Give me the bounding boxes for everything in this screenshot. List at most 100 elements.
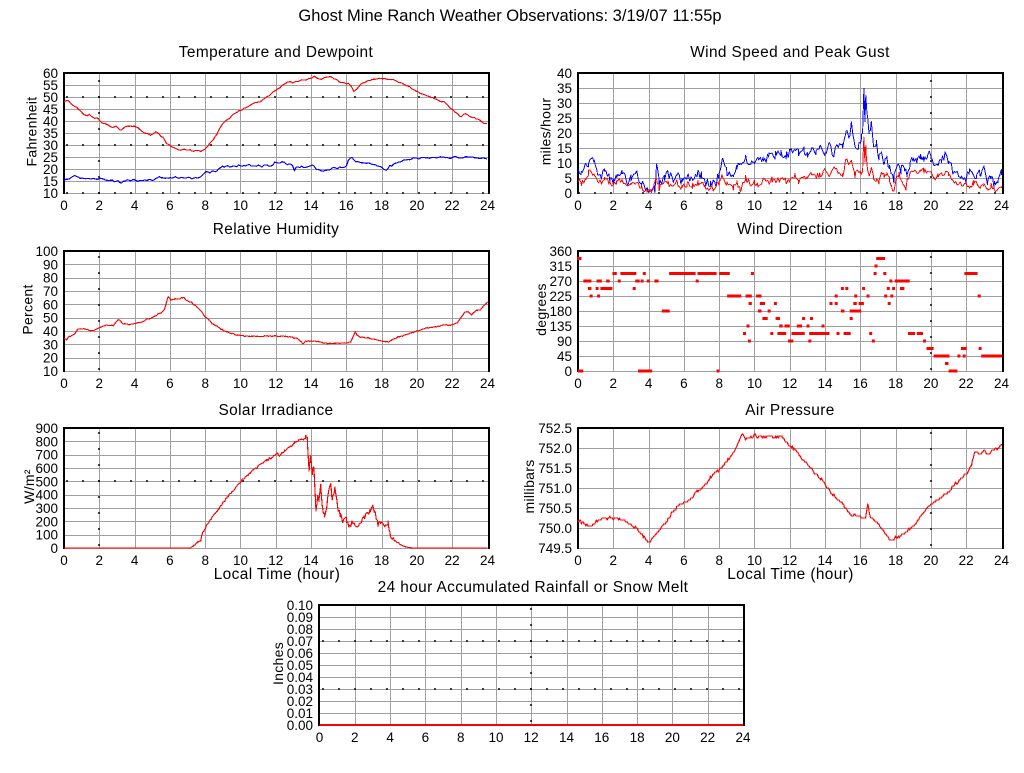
svg-text:14: 14	[817, 553, 833, 568]
svg-text:24: 24	[994, 553, 1010, 568]
svg-text:15: 15	[557, 141, 572, 156]
svg-text:4: 4	[131, 198, 139, 213]
svg-text:10: 10	[488, 730, 503, 745]
svg-text:Wind Direction: Wind Direction	[737, 221, 843, 238]
svg-text:10: 10	[43, 364, 58, 379]
svg-text:751.5: 751.5	[538, 461, 572, 476]
svg-text:24: 24	[480, 198, 496, 213]
svg-text:4: 4	[645, 198, 653, 213]
svg-text:6: 6	[680, 553, 688, 568]
svg-text:100: 100	[35, 244, 58, 259]
svg-text:4: 4	[645, 553, 653, 568]
svg-text:0: 0	[50, 541, 58, 556]
svg-text:700: 700	[35, 448, 58, 463]
svg-text:18: 18	[374, 198, 389, 213]
svg-text:35: 35	[557, 81, 572, 96]
svg-text:2: 2	[96, 376, 104, 391]
svg-text:10: 10	[747, 553, 762, 568]
svg-text:12: 12	[268, 376, 283, 391]
svg-text:12: 12	[782, 376, 797, 391]
svg-text:0: 0	[60, 376, 68, 391]
svg-text:18: 18	[374, 553, 389, 568]
svg-text:0: 0	[574, 553, 582, 568]
svg-text:10: 10	[233, 198, 248, 213]
svg-text:6: 6	[166, 553, 174, 568]
svg-text:10: 10	[747, 198, 762, 213]
svg-text:135: 135	[549, 319, 572, 334]
svg-text:749.5: 749.5	[538, 541, 572, 556]
svg-text:2: 2	[610, 553, 618, 568]
svg-text:40: 40	[43, 114, 58, 129]
svg-text:20: 20	[43, 162, 58, 177]
svg-text:315: 315	[549, 259, 572, 274]
svg-text:24 hour Accumulated Rainfall o: 24 hour Accumulated Rainfall or Snow Mel…	[378, 579, 689, 596]
svg-text:0.01: 0.01	[287, 706, 313, 721]
svg-text:0.02: 0.02	[287, 694, 313, 709]
svg-text:70: 70	[43, 284, 58, 299]
svg-text:24: 24	[735, 730, 751, 745]
svg-text:8: 8	[457, 730, 465, 745]
svg-text:25: 25	[557, 111, 572, 126]
svg-text:30: 30	[557, 96, 572, 111]
svg-text:100: 100	[35, 528, 58, 543]
svg-text:16: 16	[339, 553, 354, 568]
svg-text:0.08: 0.08	[287, 622, 313, 637]
svg-text:0: 0	[60, 198, 68, 213]
svg-text:800: 800	[35, 434, 58, 449]
svg-text:6: 6	[680, 198, 688, 213]
svg-text:6: 6	[166, 198, 174, 213]
svg-text:Local Time (hour): Local Time (hour)	[727, 566, 854, 583]
svg-text:20: 20	[665, 730, 680, 745]
svg-text:0.03: 0.03	[287, 682, 313, 697]
svg-text:15: 15	[43, 174, 58, 189]
svg-text:8: 8	[715, 198, 723, 213]
svg-text:6: 6	[680, 376, 688, 391]
svg-text:751.0: 751.0	[538, 481, 572, 496]
svg-text:600: 600	[35, 461, 58, 476]
svg-text:Inches: Inches	[270, 642, 286, 685]
svg-text:24: 24	[994, 376, 1010, 391]
svg-text:20: 20	[923, 553, 938, 568]
svg-text:900: 900	[35, 421, 58, 436]
svg-text:16: 16	[339, 376, 354, 391]
svg-text:14: 14	[817, 198, 833, 213]
svg-text:Wind Speed and Peak Gust: Wind Speed and Peak Gust	[690, 44, 890, 61]
svg-text:80: 80	[43, 271, 58, 286]
svg-text:55: 55	[43, 78, 58, 93]
svg-text:2: 2	[96, 198, 104, 213]
svg-text:22: 22	[959, 553, 974, 568]
svg-text:16: 16	[853, 198, 868, 213]
svg-text:90: 90	[557, 334, 572, 349]
svg-text:8: 8	[715, 376, 723, 391]
svg-text:500: 500	[35, 474, 58, 489]
svg-text:0: 0	[574, 376, 582, 391]
svg-text:90: 90	[43, 257, 58, 272]
svg-text:4: 4	[131, 553, 139, 568]
svg-text:60: 60	[43, 297, 58, 312]
svg-text:10: 10	[43, 186, 58, 201]
svg-text:14: 14	[559, 730, 575, 745]
svg-text:0.06: 0.06	[287, 646, 313, 661]
svg-text:400: 400	[35, 488, 58, 503]
svg-text:20: 20	[923, 198, 938, 213]
svg-text:0: 0	[564, 186, 572, 201]
svg-text:14: 14	[817, 376, 833, 391]
svg-text:14: 14	[303, 553, 319, 568]
svg-text:10: 10	[747, 376, 762, 391]
svg-text:Solar Irradiance: Solar Irradiance	[218, 402, 333, 419]
svg-text:200: 200	[35, 514, 58, 529]
svg-text:8: 8	[201, 198, 209, 213]
svg-text:Ghost Mine Ranch Weather Obser: Ghost Mine Ranch Weather Observations: 3…	[298, 7, 721, 25]
svg-text:20: 20	[557, 126, 572, 141]
svg-text:24: 24	[480, 376, 496, 391]
svg-text:6: 6	[422, 730, 430, 745]
svg-text:10: 10	[233, 376, 248, 391]
svg-text:millibars: millibars	[521, 459, 537, 513]
svg-text:750.0: 750.0	[538, 521, 572, 536]
svg-text:6: 6	[166, 376, 174, 391]
svg-text:45: 45	[43, 102, 58, 117]
svg-text:24: 24	[994, 198, 1010, 213]
svg-text:30: 30	[43, 337, 58, 352]
svg-text:0.00: 0.00	[287, 718, 313, 733]
svg-text:12: 12	[268, 553, 283, 568]
